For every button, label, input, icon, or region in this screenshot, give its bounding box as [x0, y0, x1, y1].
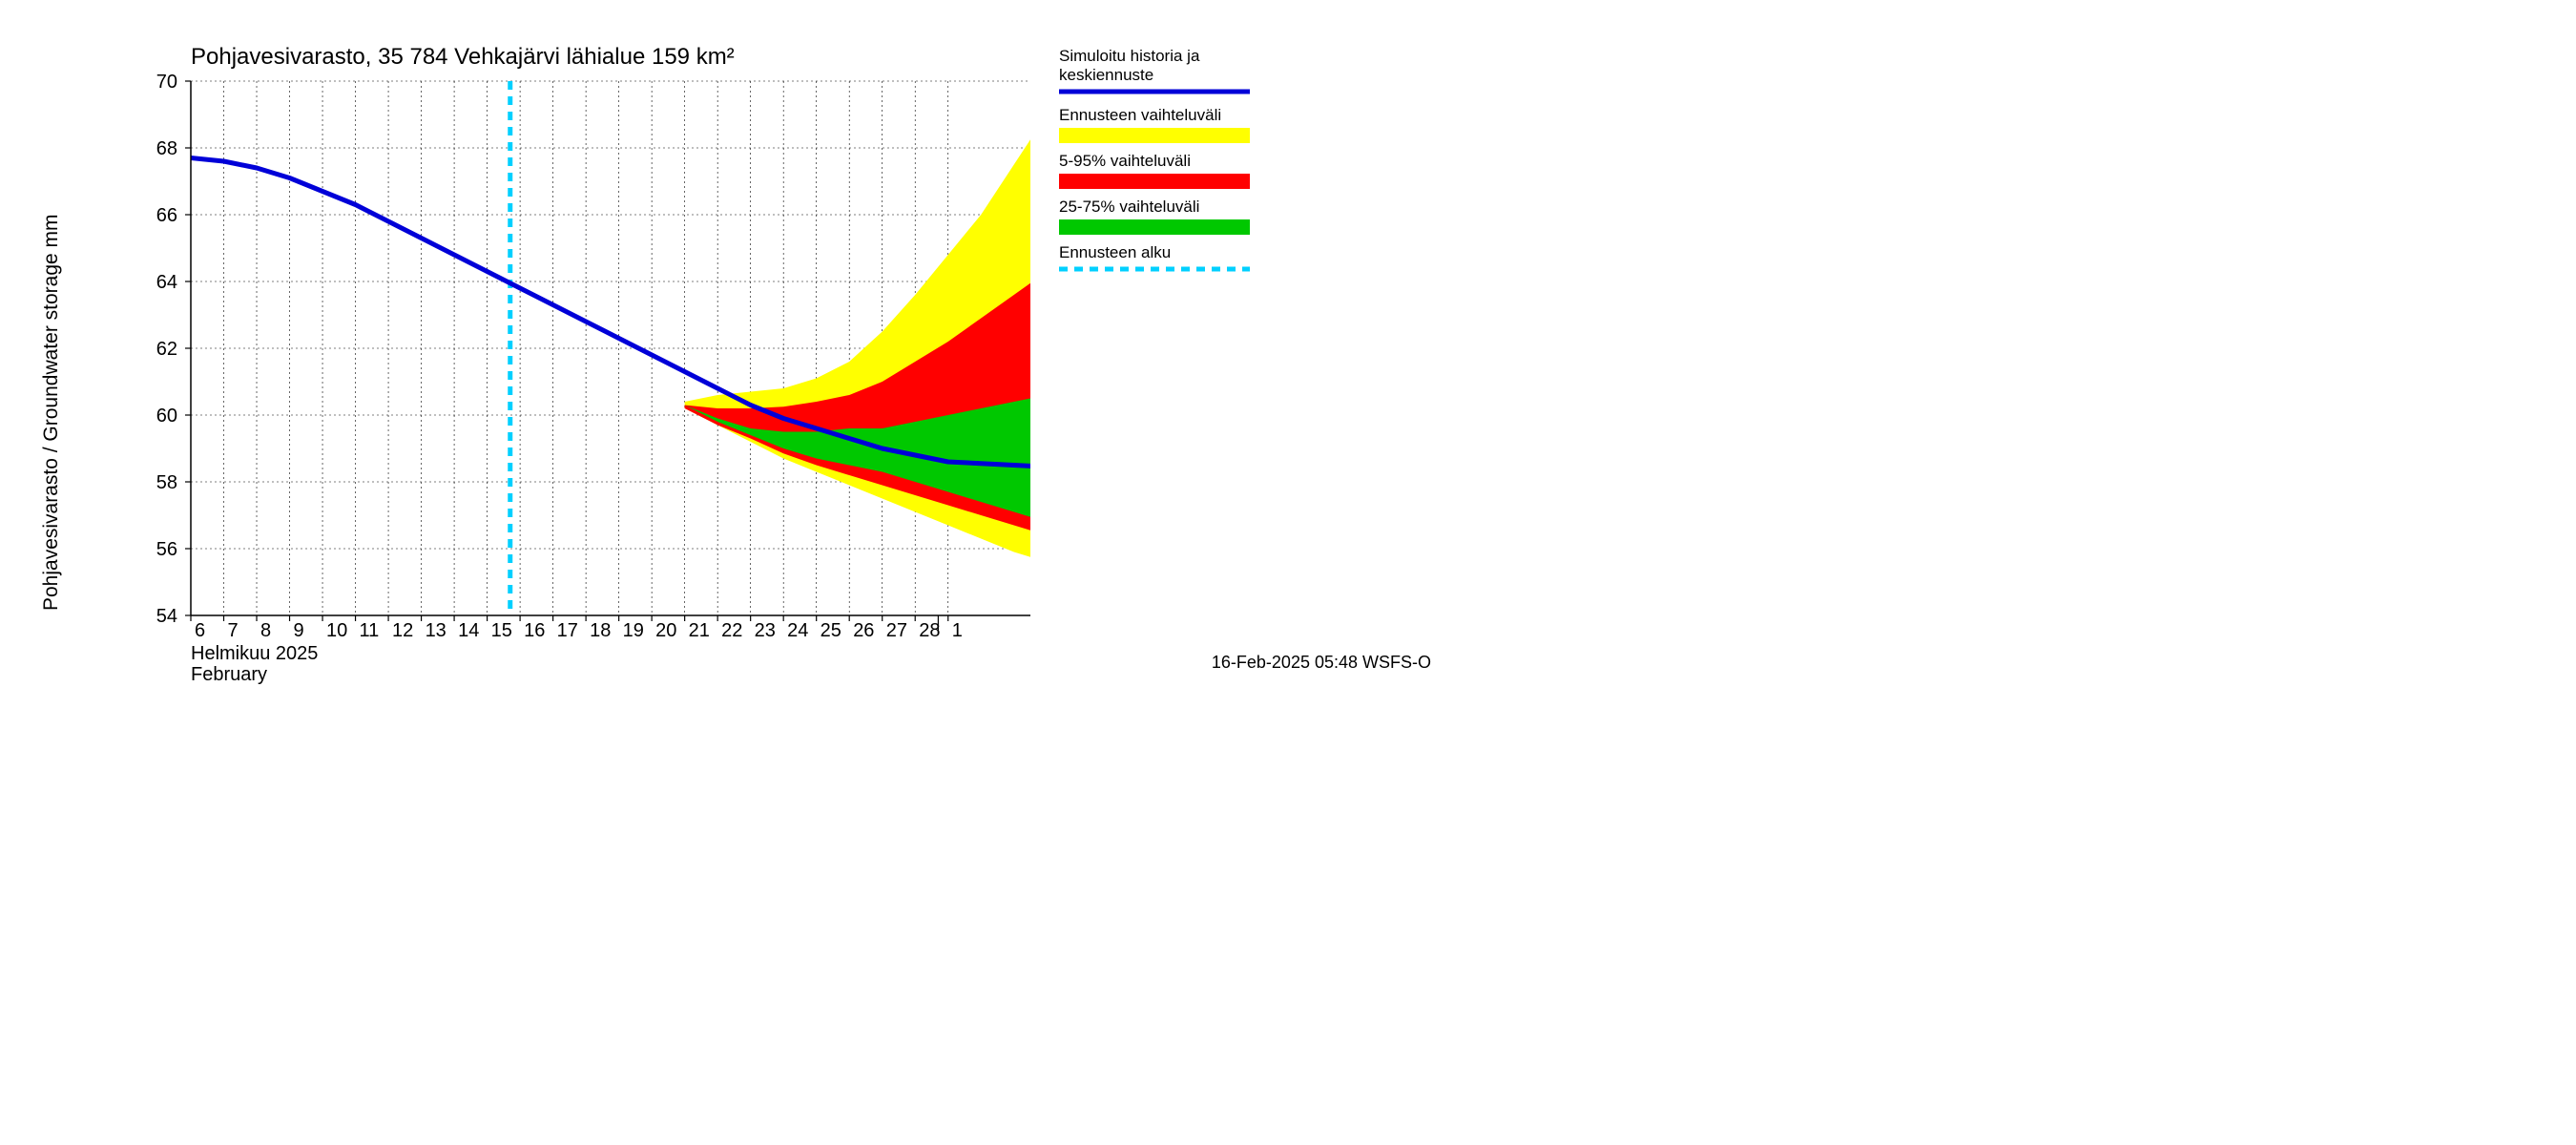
xtick-label: 15: [491, 620, 512, 641]
legend-label: Ennusteen vaihteluväli: [1059, 106, 1221, 124]
legend-label: Ennusteen alku: [1059, 243, 1171, 261]
legend-label: 25-75% vaihteluväli: [1059, 198, 1199, 216]
xtick-label: 19: [623, 620, 644, 641]
y-axis-label: Pohjavesivarasto / Groundwater storage m…: [40, 214, 62, 611]
xtick-label: 6: [195, 620, 205, 641]
chart-svg: 54 56 58 60 62 64 66 68 70 6 78 9 10 11 12 13 14 15 16 17 18…: [19, 19, 1450, 687]
xtick-label: 13: [426, 620, 447, 641]
groundwater-chart: 54 56 58 60 62 64 66 68 70 6 78 9 10 11 12 13 14 15 16 17 18…: [19, 19, 1450, 687]
legend-label: Simuloitu historia ja: [1059, 47, 1200, 65]
footer-timestamp: 16-Feb-2025 05:48 WSFS-O: [1212, 653, 1431, 672]
xtick-label: 28: [919, 620, 940, 641]
xtick-label: 23: [755, 620, 776, 641]
xtick-label: 17: [557, 620, 578, 641]
legend-swatch: [1059, 128, 1250, 143]
legend-label: keskiennuste: [1059, 66, 1153, 84]
ytick-label: 54: [156, 606, 177, 627]
legend-swatch: [1059, 219, 1250, 235]
xtick-label: 18: [590, 620, 611, 641]
ytick-label: 64: [156, 272, 177, 293]
ytick-label: 58: [156, 472, 177, 493]
legend-swatch: [1059, 174, 1250, 189]
xtick-label: 7: [228, 620, 239, 641]
ytick-label: 66: [156, 205, 177, 226]
ytick-label: 62: [156, 339, 177, 360]
xtick-label: 25: [821, 620, 841, 641]
x-axis-month-en: February: [191, 664, 267, 685]
ytick-label: 68: [156, 138, 177, 159]
xtick-label: 10: [326, 620, 347, 641]
xtick-label: 14: [458, 620, 479, 641]
ytick-label: 56: [156, 539, 177, 560]
xtick-label: 27: [886, 620, 907, 641]
xtick-label: 8: [260, 620, 271, 641]
ytick-label: 60: [156, 406, 177, 427]
xtick-label: 16: [524, 620, 545, 641]
ytick-label: 70: [156, 72, 177, 93]
xtick-label: 26: [853, 620, 874, 641]
x-axis-month-fi: Helmikuu 2025: [191, 643, 318, 664]
xtick-label: 11: [360, 620, 380, 641]
xtick-label: 21: [689, 620, 710, 641]
xtick-label: 20: [655, 620, 676, 641]
legend-label: 5-95% vaihteluväli: [1059, 152, 1191, 170]
xtick-label: 22: [721, 620, 742, 641]
xtick-label: 1: [952, 620, 963, 641]
chart-title: Pohjavesivarasto, 35 784 Vehkajärvi lähi…: [191, 44, 735, 70]
xtick-label: 24: [787, 620, 808, 641]
xtick-label: 12: [392, 620, 413, 641]
xtick-label: 9: [294, 620, 304, 641]
